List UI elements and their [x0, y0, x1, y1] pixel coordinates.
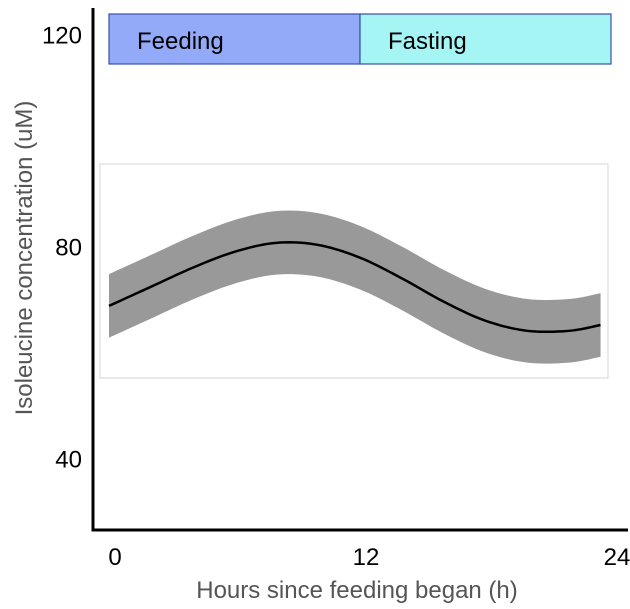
x-axis-title: Hours since feeding began (h): [196, 577, 518, 604]
phase-label-fasting: Fasting: [388, 28, 467, 55]
y-tick-label-120: 120: [42, 23, 82, 50]
y-axis-title: Isoleucine concentration (uM): [11, 101, 38, 416]
confidence-band: [109, 210, 601, 364]
phase-bar-fasting: [359, 13, 612, 65]
phase-label-feeding: Feeding: [137, 28, 224, 55]
phase-bars: Feeding Fasting: [108, 13, 612, 65]
x-tick-label-12: 12: [353, 544, 380, 571]
y-tick-labels: 40 80 120: [42, 23, 82, 474]
x-tick-label-24: 24: [604, 544, 630, 571]
y-tick-label-80: 80: [55, 235, 82, 262]
x-tick-labels: 0 12 24: [108, 544, 630, 571]
y-tick-label-40: 40: [55, 447, 82, 474]
x-tick-label-0: 0: [108, 544, 121, 571]
phase-bar-feeding: [108, 13, 361, 65]
mean-line: [108, 241, 601, 334]
